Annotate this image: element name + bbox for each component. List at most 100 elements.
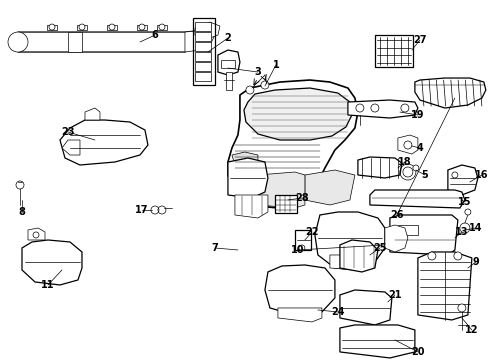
Text: 6: 6 [151, 30, 158, 40]
Circle shape [464, 209, 470, 215]
Circle shape [355, 104, 363, 112]
Polygon shape [184, 30, 215, 52]
Bar [195, 22, 210, 31]
Text: 27: 27 [412, 35, 426, 45]
Text: 10: 10 [290, 245, 304, 255]
Circle shape [400, 104, 408, 112]
Polygon shape [397, 135, 417, 154]
Polygon shape [347, 100, 417, 118]
Polygon shape [68, 32, 82, 52]
Circle shape [151, 206, 159, 214]
Circle shape [8, 32, 28, 52]
Polygon shape [264, 265, 334, 315]
Circle shape [459, 223, 469, 233]
Bar [195, 52, 210, 61]
Text: 15: 15 [457, 197, 470, 207]
Polygon shape [225, 72, 231, 90]
Text: 4: 4 [416, 143, 423, 153]
Circle shape [49, 24, 55, 30]
Text: 1: 1 [272, 60, 279, 70]
Polygon shape [47, 25, 57, 30]
Bar [195, 62, 210, 71]
Polygon shape [60, 120, 148, 165]
Polygon shape [221, 60, 234, 68]
Text: 21: 21 [387, 290, 401, 300]
Polygon shape [417, 252, 471, 320]
Polygon shape [227, 80, 357, 208]
Text: 9: 9 [471, 257, 478, 267]
Polygon shape [357, 157, 401, 178]
Circle shape [261, 81, 268, 89]
Circle shape [453, 252, 461, 260]
Text: 25: 25 [372, 243, 386, 253]
Text: 13: 13 [454, 227, 468, 237]
Text: 23: 23 [61, 127, 75, 137]
Circle shape [139, 24, 144, 30]
Circle shape [245, 86, 253, 94]
Polygon shape [244, 88, 351, 140]
Text: 28: 28 [294, 193, 308, 203]
Circle shape [16, 181, 24, 189]
Polygon shape [339, 240, 377, 272]
Bar [195, 32, 210, 41]
Bar [195, 72, 210, 81]
Circle shape [412, 165, 418, 171]
Polygon shape [339, 325, 414, 358]
Text: 22: 22 [305, 227, 318, 237]
Text: 26: 26 [389, 210, 403, 220]
Polygon shape [107, 25, 117, 30]
Polygon shape [137, 25, 147, 30]
Polygon shape [62, 140, 80, 155]
Text: 12: 12 [464, 325, 478, 335]
Circle shape [370, 104, 378, 112]
Polygon shape [234, 195, 267, 218]
Text: 7: 7 [211, 243, 218, 253]
Text: 11: 11 [41, 280, 55, 290]
Polygon shape [28, 228, 45, 240]
Bar [294, 230, 310, 250]
Text: 2: 2 [224, 33, 231, 43]
Text: 5: 5 [421, 170, 427, 180]
Bar [374, 35, 412, 67]
Circle shape [109, 24, 115, 30]
Polygon shape [227, 158, 267, 198]
Circle shape [33, 232, 39, 238]
Text: 16: 16 [474, 170, 488, 180]
Polygon shape [77, 25, 87, 30]
Bar [274, 195, 296, 213]
Polygon shape [314, 212, 384, 270]
Bar [397, 225, 417, 235]
Polygon shape [195, 22, 220, 38]
Polygon shape [231, 152, 257, 173]
Polygon shape [329, 255, 367, 270]
Circle shape [298, 245, 305, 251]
Polygon shape [339, 290, 391, 325]
Polygon shape [384, 225, 407, 252]
Circle shape [159, 24, 164, 30]
Circle shape [427, 252, 435, 260]
Circle shape [451, 172, 457, 178]
Polygon shape [369, 190, 464, 208]
Polygon shape [218, 50, 240, 75]
Circle shape [403, 141, 411, 149]
Text: 24: 24 [330, 307, 344, 317]
Polygon shape [157, 25, 166, 30]
Polygon shape [305, 170, 354, 205]
Polygon shape [18, 30, 204, 52]
Polygon shape [277, 308, 321, 322]
Polygon shape [257, 172, 305, 208]
Text: 18: 18 [397, 157, 411, 167]
Circle shape [79, 24, 85, 30]
Polygon shape [389, 215, 457, 255]
Polygon shape [414, 78, 485, 108]
Text: 8: 8 [19, 207, 25, 217]
Circle shape [457, 304, 465, 312]
Polygon shape [22, 240, 82, 285]
Text: 20: 20 [410, 347, 424, 357]
Text: 19: 19 [410, 110, 424, 120]
Text: 3: 3 [254, 67, 261, 77]
Circle shape [402, 167, 412, 177]
Text: 14: 14 [468, 223, 482, 233]
Polygon shape [447, 165, 477, 195]
Polygon shape [85, 108, 100, 120]
